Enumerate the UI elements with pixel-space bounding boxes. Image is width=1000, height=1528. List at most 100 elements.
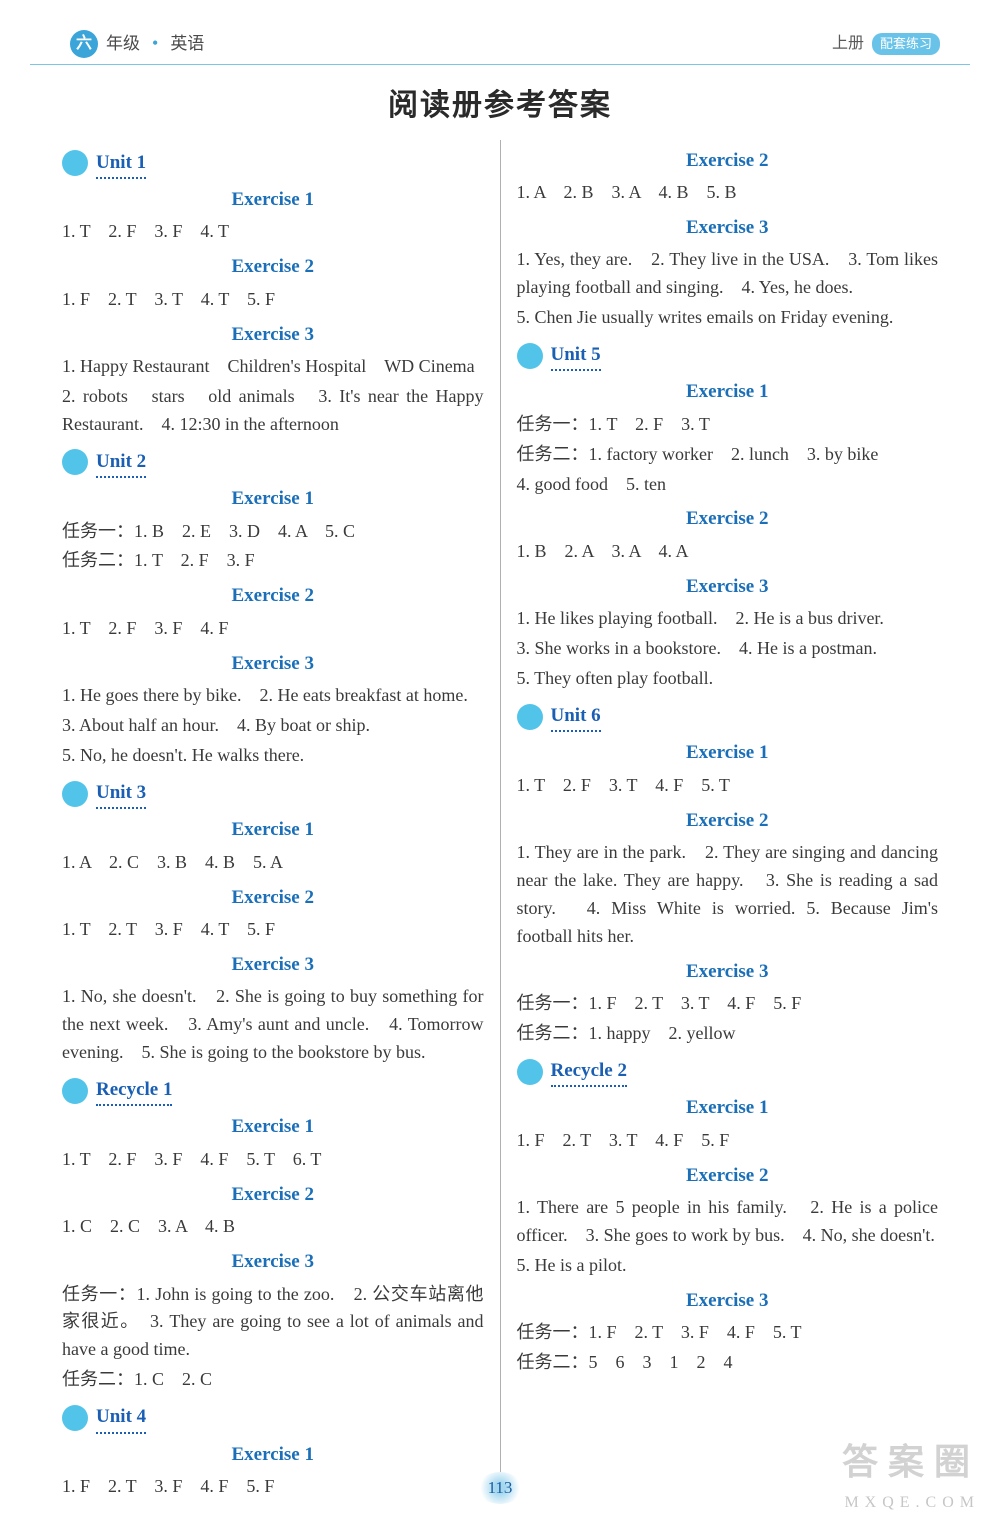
answer-line: 5. They often play football. — [517, 665, 939, 693]
answer-line: 5. Chen Jie usually writes emails on Fri… — [517, 304, 939, 332]
unit-circle-icon — [62, 1078, 88, 1104]
exercise-title: Exercise 3 — [517, 1286, 939, 1315]
page-number: 113 — [478, 1472, 522, 1504]
exercise-title: Exercise 1 — [517, 1093, 939, 1122]
answer-line: 1. He goes there by bike. 2. He eats bre… — [62, 682, 484, 710]
exercise-title: Exercise 1 — [62, 484, 484, 513]
unit-title: Unit 1 — [96, 148, 146, 179]
header-left: 六 年级 • 英语 — [70, 30, 204, 58]
answer-line: 5. He is a pilot. — [517, 1252, 939, 1280]
exercise-title: Exercise 3 — [62, 649, 484, 678]
unit-circle-icon — [517, 1059, 543, 1085]
unit-header: Recycle 1 — [62, 1075, 484, 1106]
exercise-title: Exercise 2 — [517, 1161, 939, 1190]
separator-dot: • — [152, 30, 158, 58]
exercise-title: Exercise 3 — [517, 957, 939, 986]
exercise-title: Exercise 1 — [62, 1440, 484, 1469]
unit-title: Unit 3 — [96, 778, 146, 809]
left-column: Unit 1 Exercise 1 1. T 2. F 3. F 4. T Exerc… — [50, 140, 501, 1503]
unit-title: Recycle 1 — [96, 1075, 172, 1106]
answer-line: 2. robots stars old animals 3. It's near… — [62, 383, 484, 439]
unit-header: Unit 5 — [517, 340, 939, 371]
answer-line: 1. T 2. F 3. F 4. T — [62, 218, 484, 246]
answer-line: 3. About half an hour. 4. By boat or shi… — [62, 712, 484, 740]
answer-line: 任务二：1. happy 2. yellow — [517, 1020, 939, 1048]
right-column: Exercise 2 1. A 2. B 3. A 4. B 5. B Exerci… — [501, 140, 951, 1503]
header-right: 上册 配套练习 — [832, 32, 940, 57]
answer-line: 1. Yes, they are. 2. They live in the US… — [517, 246, 939, 302]
answer-line: 1. T 2. F 3. F 4. F 5. T 6. T — [62, 1146, 484, 1174]
exercise-title: Exercise 3 — [62, 950, 484, 979]
answer-line: 任务二：5 6 3 1 2 4 — [517, 1349, 939, 1377]
exercise-title: Exercise 2 — [62, 1180, 484, 1209]
answer-line: 1. They are in the park. 2. They are sin… — [517, 839, 939, 951]
answer-line: 任务二：1. factory worker 2. lunch 3. by bik… — [517, 441, 939, 469]
answer-line: 1. T 2. F 3. F 4. F — [62, 615, 484, 643]
answer-line: 任务二：1. T 2. F 3. F — [62, 547, 484, 575]
answer-line: 任务一：1. B 2. E 3. D 4. A 5. C — [62, 518, 484, 546]
unit-circle-icon — [517, 704, 543, 730]
answer-line: 1. F 2. T 3. T 4. F 5. F — [517, 1127, 939, 1155]
unit-title: Unit 6 — [551, 701, 601, 732]
exercise-title: Exercise 2 — [517, 146, 939, 175]
exercise-title: Exercise 2 — [517, 504, 939, 533]
watermark-small: MXQE.COM — [842, 1491, 980, 1516]
unit-circle-icon — [62, 150, 88, 176]
answer-line: 任务一：1. T 2. F 3. T — [517, 411, 939, 439]
exercise-title: Exercise 3 — [62, 1247, 484, 1276]
answer-line: 任务一：1. F 2. T 3. F 4. F 5. T — [517, 1319, 939, 1347]
answer-line: 任务二：1. C 2. C — [62, 1366, 484, 1394]
answer-line: 4. good food 5. ten — [517, 471, 939, 499]
grade-label: 年级 — [106, 31, 140, 57]
answer-line: 1. C 2. C 3. A 4. B — [62, 1213, 484, 1241]
grade-circle: 六 — [70, 30, 98, 58]
unit-title: Unit 2 — [96, 447, 146, 478]
answer-line: 任务一：1. John is going to the zoo. 2. 公交车站… — [62, 1281, 484, 1365]
watermark: 答案圈 MXQE.COM — [842, 1435, 980, 1516]
answer-line: 任务一：1. F 2. T 3. T 4. F 5. F — [517, 990, 939, 1018]
answer-line: 1. A 2. B 3. A 4. B 5. B — [517, 179, 939, 207]
exercise-title: Exercise 2 — [62, 883, 484, 912]
watermark-big: 答案圈 — [842, 1435, 980, 1491]
volume-label: 上册 — [832, 35, 864, 52]
exercise-title: Exercise 3 — [62, 320, 484, 349]
unit-header: Unit 3 — [62, 778, 484, 809]
unit-header: Unit 1 — [62, 148, 484, 179]
exercise-title: Exercise 1 — [517, 377, 939, 406]
unit-circle-icon — [62, 449, 88, 475]
answer-line: 1. F 2. T 3. F 4. F 5. F — [62, 1473, 484, 1501]
answer-line: 1. F 2. T 3. T 4. T 5. F — [62, 286, 484, 314]
answer-line: 1. A 2. C 3. B 4. B 5. A — [62, 849, 484, 877]
page-header: 六 年级 • 英语 上册 配套练习 — [30, 0, 970, 65]
unit-title: Unit 5 — [551, 340, 601, 371]
unit-circle-icon — [62, 1405, 88, 1431]
header-badge: 配套练习 — [872, 33, 940, 55]
main-title: 阅读册参考答案 — [0, 83, 1000, 130]
answer-line: 1. He likes playing football. 2. He is a… — [517, 605, 939, 633]
exercise-title: Exercise 1 — [62, 815, 484, 844]
answer-line: 1. T 2. F 3. T 4. F 5. T — [517, 772, 939, 800]
unit-header: Unit 2 — [62, 447, 484, 478]
exercise-title: Exercise 1 — [62, 1112, 484, 1141]
answer-line: 1. T 2. T 3. F 4. T 5. F — [62, 916, 484, 944]
unit-circle-icon — [517, 343, 543, 369]
answer-line: 1. Happy Restaurant Children's Hospital … — [62, 353, 484, 381]
unit-header: Unit 4 — [62, 1402, 484, 1433]
unit-header: Unit 6 — [517, 701, 939, 732]
answer-line: 1. No, she doesn't. 2. She is going to b… — [62, 983, 484, 1067]
unit-title: Recycle 2 — [551, 1056, 627, 1087]
answer-line: 5. No, he doesn't. He walks there. — [62, 742, 484, 770]
unit-circle-icon — [62, 781, 88, 807]
unit-header: Recycle 2 — [517, 1056, 939, 1087]
unit-title: Unit 4 — [96, 1402, 146, 1433]
answer-line: 1. There are 5 people in his family. 2. … — [517, 1194, 939, 1250]
exercise-title: Exercise 2 — [517, 806, 939, 835]
exercise-title: Exercise 3 — [517, 572, 939, 601]
exercise-title: Exercise 3 — [517, 213, 939, 242]
exercise-title: Exercise 2 — [62, 252, 484, 281]
answer-line: 1. B 2. A 3. A 4. A — [517, 538, 939, 566]
answer-line: 3. She works in a bookstore. 4. He is a … — [517, 635, 939, 663]
subject-label: 英语 — [170, 31, 204, 57]
exercise-title: Exercise 1 — [62, 185, 484, 214]
exercise-title: Exercise 2 — [62, 581, 484, 610]
